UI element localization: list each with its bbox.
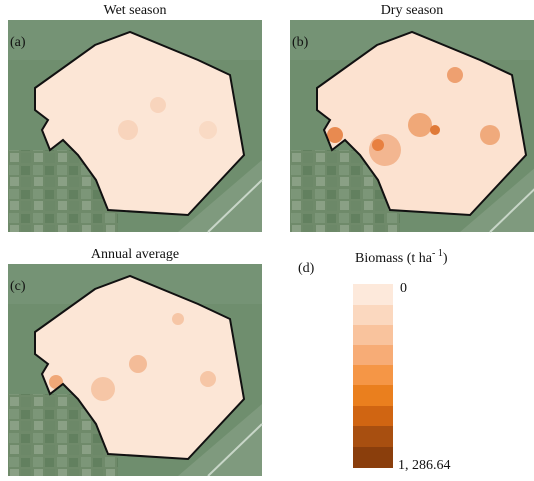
panel-label: (d)	[298, 261, 315, 276]
colorbar	[353, 284, 393, 468]
legend-title-end: )	[443, 251, 448, 266]
legend-title-superscript: - 1	[432, 248, 443, 259]
legend-max-label: 1, 286.64	[398, 458, 451, 473]
legend-min-label: 0	[400, 281, 407, 296]
legend-title: Biomass (t ha- 1)	[355, 248, 448, 266]
panel-label: (b)	[292, 35, 309, 50]
map-panel: (a)	[8, 20, 262, 232]
panel-label: (a)	[10, 35, 26, 50]
panel-title: Wet season	[103, 3, 166, 18]
page: (a) Wet season (b) Dry season	[0, 0, 534, 481]
panel-title: Annual average	[91, 247, 179, 262]
map-panel: (c)	[8, 264, 262, 476]
map-panel: (b)	[290, 20, 534, 232]
panel-label: (c)	[10, 279, 26, 294]
legend-title-text: Biomass (t ha	[355, 251, 433, 266]
panel-title: Dry season	[381, 3, 444, 18]
figure: (a) Wet season (b) Dry season	[0, 0, 534, 476]
